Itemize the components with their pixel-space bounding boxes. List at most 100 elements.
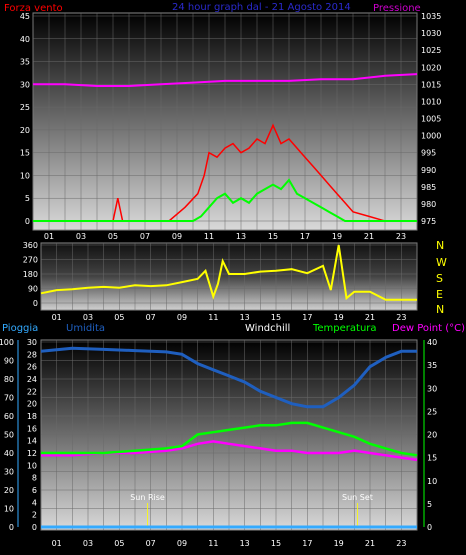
x-tick-label: 17 <box>302 539 312 548</box>
y-right-tick-label: 1005 <box>421 115 441 124</box>
humidity-line <box>40 346 417 409</box>
y-tick-label: 90 <box>28 285 38 294</box>
wind-speed-line <box>33 123 417 222</box>
humidity-axis-label: Umidita <box>66 323 105 334</box>
y-right-tick-label: 1015 <box>421 80 441 89</box>
x-tick-label: 19 <box>334 313 344 322</box>
y-tick-label: 0 <box>25 217 30 226</box>
x-tick-label: 21 <box>365 539 375 548</box>
x-tick-label: 17 <box>300 232 310 241</box>
humidity-tick-label: 30 <box>27 338 37 347</box>
temperature-tick-label: 35 <box>427 361 437 370</box>
x-tick-label: 13 <box>240 539 250 548</box>
y-tick-label: 20 <box>20 126 30 135</box>
temperature-tick-label: 20 <box>427 431 437 440</box>
humidity-tick-label: 0 <box>32 523 37 532</box>
rain-tick-label: 100 <box>0 338 14 347</box>
rain-tick-label: 0 <box>9 523 14 532</box>
dewpoint-axis-label: Dew Point (°C) <box>392 323 465 334</box>
humidity-tick-label: 18 <box>27 412 37 421</box>
rain-tick-label: 90 <box>4 357 14 366</box>
rain-tick-label: 20 <box>4 486 14 495</box>
temperature-tick-label: 40 <box>427 338 437 347</box>
wind-axis-label: Forza vento <box>4 3 63 14</box>
humidity-tick-label: 10 <box>27 461 37 470</box>
y-tick-label: 35 <box>20 58 30 67</box>
y-right-tick-label: 995 <box>421 149 436 158</box>
x-tick-label: 09 <box>177 539 187 548</box>
sun-marker-label: Sun Rise <box>130 493 165 502</box>
x-tick-label: 03 <box>83 313 93 322</box>
x-tick-label: 15 <box>271 313 281 322</box>
rain-axis-label: Pioggia <box>2 323 38 334</box>
x-tick-label: 09 <box>177 313 187 322</box>
y-tick-label: 45 <box>20 12 30 21</box>
compass-letter: N <box>436 239 444 252</box>
dewpoint-line <box>41 440 418 462</box>
y-tick-label: 0 <box>33 299 38 308</box>
humidity-tick-label: 16 <box>27 424 37 433</box>
y-right-tick-label: 985 <box>421 183 436 192</box>
rain-tick-label: 10 <box>4 505 14 514</box>
x-tick-label: 23 <box>396 539 406 548</box>
y-right-tick-label: 980 <box>421 200 436 209</box>
x-tick-label: 13 <box>240 313 250 322</box>
y-tick-label: 360 <box>23 241 38 250</box>
temperature-tick-label: 0 <box>427 523 432 532</box>
humidity-tick-label: 4 <box>32 498 37 507</box>
rain-tick-label: 80 <box>4 375 14 384</box>
y-right-tick-label: 990 <box>421 166 436 175</box>
rain-tick-label: 40 <box>4 449 14 458</box>
x-tick-label: 21 <box>365 313 375 322</box>
humidity-tick-label: 22 <box>27 387 37 396</box>
sun-marker-label: Sun Set <box>342 493 373 502</box>
y-tick-label: 10 <box>20 171 30 180</box>
y-tick-label: 40 <box>20 35 30 44</box>
y-right-tick-label: 1000 <box>421 132 441 141</box>
humidity-tick-label: 28 <box>27 350 37 359</box>
x-tick-label: 15 <box>268 232 278 241</box>
x-tick-label: 07 <box>140 232 150 241</box>
x-tick-label: 01 <box>44 232 54 241</box>
x-tick-label: 21 <box>364 232 374 241</box>
x-tick-label: 19 <box>332 232 342 241</box>
rain-tick-label: 70 <box>4 394 14 403</box>
wind-gust-line <box>33 178 417 222</box>
humidity-tick-label: 12 <box>27 449 37 458</box>
compass-letter: S <box>436 272 443 285</box>
temperature-tick-label: 15 <box>427 454 437 463</box>
temperature-tick-label: 30 <box>427 384 437 393</box>
humidity-tick-label: 26 <box>27 363 37 372</box>
y-right-tick-label: 1020 <box>421 63 441 72</box>
y-right-tick-label: 975 <box>421 217 436 226</box>
humidity-tick-label: 20 <box>27 400 37 409</box>
x-tick-label: 01 <box>52 313 62 322</box>
y-tick-label: 25 <box>20 103 30 112</box>
y-tick-label: 5 <box>25 194 30 203</box>
humidity-tick-label: 2 <box>32 511 37 520</box>
x-tick-label: 07 <box>146 539 156 548</box>
y-tick-label: 15 <box>20 149 30 158</box>
x-tick-label: 11 <box>204 232 214 241</box>
x-tick-label: 13 <box>236 232 246 241</box>
compass-letter: N <box>436 303 444 316</box>
y-right-tick-label: 1035 <box>421 12 441 21</box>
y-tick-label: 180 <box>23 270 38 279</box>
humidity-tick-label: 6 <box>32 486 37 495</box>
humidity-tick-label: 14 <box>27 437 37 446</box>
x-tick-label: 01 <box>52 539 62 548</box>
x-tick-label: 23 <box>396 313 406 322</box>
x-tick-label: 03 <box>83 539 93 548</box>
x-tick-label: 05 <box>114 313 124 322</box>
rain-tick-label: 30 <box>4 468 14 477</box>
y-tick-label: 30 <box>20 80 30 89</box>
y-right-tick-label: 1025 <box>421 46 441 55</box>
rain-tick-label: 50 <box>4 431 14 440</box>
pressure-line <box>33 73 418 87</box>
compass-letter: E <box>436 288 443 301</box>
x-tick-label: 23 <box>396 232 406 241</box>
x-tick-label: 05 <box>108 232 118 241</box>
humidity-tick-label: 24 <box>27 375 37 384</box>
x-tick-label: 07 <box>146 313 156 322</box>
